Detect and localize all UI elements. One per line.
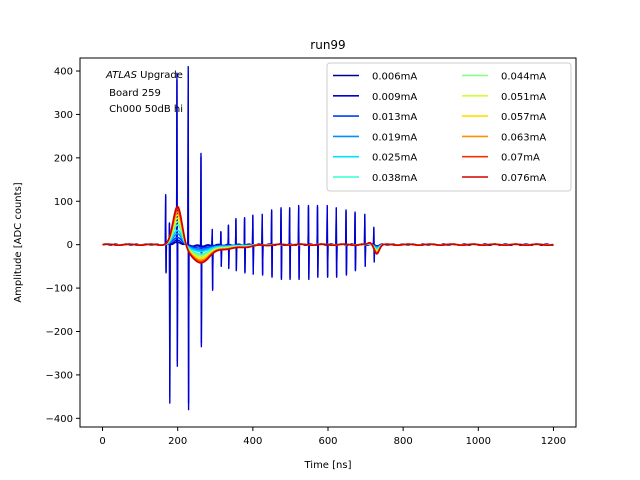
x-tick-label: 1000 xyxy=(466,436,491,447)
legend-label: 0.019mA xyxy=(372,132,417,143)
y-axis-label: Amplitude [ADC counts] xyxy=(13,182,24,302)
legend-label: 0.013mA xyxy=(372,112,417,123)
annotation-atlas: ATLAS xyxy=(105,70,138,81)
y-tick-label: 100 xyxy=(54,197,73,208)
annotation-line-3: Ch000 50dB hi xyxy=(106,104,183,115)
x-axis-label: Time [ns] xyxy=(303,460,351,471)
x-tick-label: 400 xyxy=(243,436,262,447)
annotation-upgrade: Upgrade xyxy=(137,70,183,81)
y-tick-label: −400 xyxy=(46,414,73,425)
legend-label: 0.038mA xyxy=(372,173,417,184)
legend-label: 0.076mA xyxy=(501,173,546,184)
x-tick-label: 0 xyxy=(99,436,105,447)
x-tick-label: 200 xyxy=(168,436,187,447)
y-tick-label: 400 xyxy=(54,67,73,78)
annotation: ATLAS Upgrade Board 259 Ch000 50dB hi xyxy=(105,70,183,115)
x-tick-label: 800 xyxy=(394,436,413,447)
x-tick-label: 600 xyxy=(318,436,337,447)
chart-title: run99 xyxy=(310,38,345,52)
legend-label: 0.057mA xyxy=(501,112,546,123)
series-line-0.076mA xyxy=(102,205,554,264)
y-tick-label: −100 xyxy=(46,284,73,295)
annotation-line-2: Board 259 xyxy=(106,88,161,99)
legend-label: 0.006mA xyxy=(372,72,417,83)
y-tick-label: 200 xyxy=(54,153,73,164)
legend-label: 0.063mA xyxy=(501,132,546,143)
y-axis: −400 −300 −200 −100 0 100 200 300 400 xyxy=(46,67,80,425)
series-layer xyxy=(102,65,554,411)
x-axis: 0 200 400 600 800 1000 1200 xyxy=(99,427,566,447)
legend-box xyxy=(326,62,572,192)
legend: 0.006mA 0.009mA 0.013mA 0.019mA 0.025mA 0.038… xyxy=(326,62,572,192)
y-tick-label: 300 xyxy=(54,110,73,121)
y-tick-label: 0 xyxy=(67,240,73,251)
x-tick-label: 1200 xyxy=(541,436,566,447)
legend-label: 0.07mA xyxy=(501,153,540,164)
annotation-line-1: ATLAS Upgrade xyxy=(105,70,183,81)
legend-label: 0.044mA xyxy=(501,72,546,83)
legend-label: 0.051mA xyxy=(501,92,546,103)
legend-label: 0.025mA xyxy=(372,153,417,164)
y-tick-label: −300 xyxy=(46,370,73,381)
y-tick-label: −200 xyxy=(46,327,73,338)
legend-label: 0.009mA xyxy=(372,92,417,103)
